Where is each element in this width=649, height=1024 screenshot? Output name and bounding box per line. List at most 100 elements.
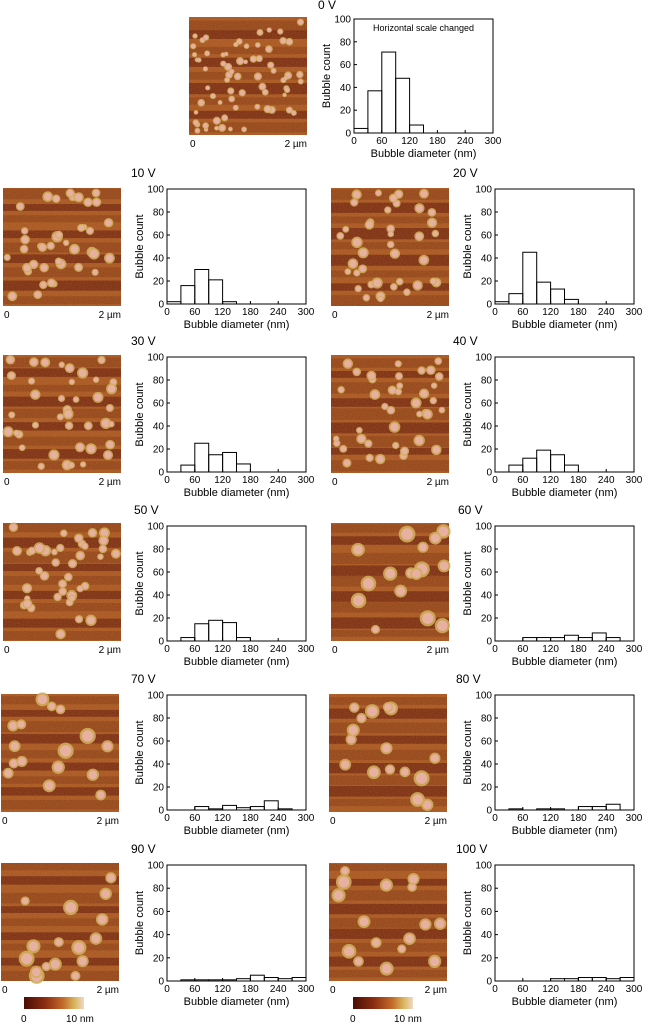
annotation-text: Horizontal scale changed (373, 23, 474, 33)
x-tick-label: 240 (598, 813, 615, 824)
x-tick-label: 300 (298, 307, 315, 318)
afm-image (3, 188, 121, 306)
histogram-bar (208, 808, 224, 811)
y-tick-label: 100 (475, 691, 492, 702)
y-tick-label: 0 (486, 468, 492, 479)
histogram-bar (564, 634, 579, 642)
x-tick-label: 60 (189, 307, 201, 318)
x-tick-label: 60 (517, 475, 529, 486)
y-tick-label: 20 (481, 953, 493, 964)
x-axis-title: Bubble diameter (nm) (512, 487, 618, 499)
y-tick-label: 60 (153, 231, 165, 242)
panel-8: 80 V 0 2 µm 0 60 120 180 240 300 0 20 40 60 80 100 Bubb… (329, 672, 643, 837)
scale-label-zero: 0 (332, 310, 338, 321)
y-tick-label: 80 (481, 884, 493, 895)
scale-label-length: 2 µm (285, 139, 307, 150)
histogram-bar (180, 464, 196, 473)
plot-frame (494, 864, 635, 982)
histogram-bar (522, 457, 538, 473)
histogram: 0 60 120 180 240 300 0 20 40 60 80 100 Bubble diamet… (462, 522, 643, 669)
y-tick-label: 0 (158, 977, 164, 988)
x-tick-label: 60 (189, 813, 201, 824)
histogram-bar (180, 285, 196, 305)
x-tick-label: 240 (270, 307, 287, 318)
x-tick-label: 0 (492, 307, 498, 318)
afm-image (2, 354, 121, 473)
x-tick-label: 120 (214, 984, 231, 995)
x-tick-label: 180 (242, 307, 259, 318)
histogram-bar (277, 808, 293, 811)
histogram-bar (550, 808, 565, 811)
histogram-bar (222, 301, 238, 305)
x-tick-label: 300 (626, 813, 643, 824)
y-tick-label: 80 (153, 714, 165, 725)
y-tick-label: 40 (153, 254, 165, 265)
histogram-bar (508, 293, 524, 305)
y-tick-label: 60 (153, 737, 165, 748)
y-tick-label: 0 (486, 637, 492, 648)
x-axis-title: Bubble diameter (nm) (371, 148, 477, 160)
x-tick-label: 60 (189, 644, 201, 655)
y-axis-title: Bubble count (134, 382, 146, 446)
y-tick-label: 40 (153, 760, 165, 771)
y-tick-label: 20 (153, 783, 165, 794)
histogram-bar (591, 977, 607, 982)
x-tick-label: 60 (376, 136, 388, 147)
scale-label-zero: 0 (330, 816, 336, 827)
x-axis-title: Bubble diameter (nm) (512, 656, 618, 668)
y-axis-title: Bubble count (134, 214, 146, 278)
colorbar-right: 0 10 nm (350, 997, 422, 1024)
afm-image (1, 863, 119, 984)
x-tick-label: 240 (270, 813, 287, 824)
y-tick-label: 100 (147, 185, 164, 196)
x-axis-title: Bubble diameter (nm) (184, 825, 290, 837)
x-tick-label: 180 (242, 984, 259, 995)
colorbar-max-label: 10 nm (394, 1014, 422, 1024)
plot-frame (166, 188, 307, 305)
histogram-bar (208, 279, 224, 305)
y-axis-title: Bubble count (462, 720, 474, 784)
scale-label-zero: 0 (4, 645, 10, 656)
x-tick-label: 0 (492, 644, 498, 655)
scale-label-length: 2 µm (425, 816, 447, 827)
histogram-bar (263, 800, 279, 811)
y-tick-label: 40 (481, 760, 493, 771)
x-tick-label: 180 (242, 813, 259, 824)
histogram-bar (208, 619, 224, 642)
x-tick-label: 240 (270, 475, 287, 486)
histogram-bar (236, 978, 251, 982)
histogram-bar (180, 979, 196, 982)
histogram-bar (550, 288, 565, 305)
histogram: 0 60 120 180 240 300 0 20 40 60 80 100 Bubble diamet… (462, 691, 643, 838)
y-tick-label: 80 (481, 545, 493, 556)
x-axis-title: Bubble diameter (nm) (184, 319, 290, 331)
scale-label-zero: 0 (2, 816, 8, 827)
histogram-bar (222, 622, 238, 642)
scale-label-zero: 0 (4, 477, 10, 488)
y-tick-label: 80 (481, 714, 493, 725)
colorbar-gradient (24, 997, 84, 1009)
y-tick-label: 100 (475, 185, 492, 196)
histogram-bar (194, 806, 210, 811)
y-axis-title: Bubble count (134, 551, 146, 615)
colorbar-min-label: 0 (21, 1014, 27, 1024)
voltage-label: 70 V (131, 672, 156, 686)
histogram-bar (591, 632, 607, 642)
plot-frame (166, 694, 307, 811)
histogram-bar (395, 77, 411, 134)
x-tick-label: 240 (598, 644, 615, 655)
afm-image (331, 188, 449, 306)
histogram-bar (367, 90, 383, 134)
x-tick-label: 60 (517, 813, 529, 824)
x-tick-label: 60 (189, 475, 201, 486)
histogram-bar (291, 977, 307, 982)
plot-frame (494, 525, 635, 642)
x-tick-label: 180 (570, 984, 587, 995)
y-tick-label: 100 (475, 353, 492, 364)
histogram: 0 60 120 180 240 300 0 20 40 60 80 100 Bubble diamet… (462, 185, 643, 332)
y-tick-label: 20 (153, 277, 165, 288)
histogram-bar (236, 637, 251, 642)
y-tick-label: 40 (153, 591, 165, 602)
y-tick-label: 80 (481, 208, 493, 219)
